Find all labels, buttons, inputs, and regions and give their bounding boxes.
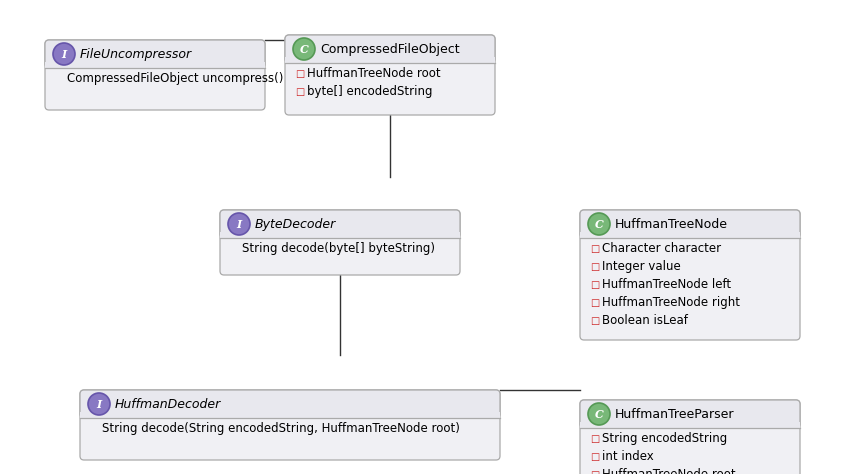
Polygon shape <box>45 62 265 68</box>
Text: □: □ <box>590 470 599 474</box>
Text: I: I <box>96 399 101 410</box>
Text: CompressedFileObject uncompress(): CompressedFileObject uncompress() <box>67 73 283 85</box>
Text: Boolean isLeaf: Boolean isLeaf <box>602 314 688 328</box>
Polygon shape <box>80 412 500 418</box>
Text: String decode(String encodedString, HuffmanTreeNode root): String decode(String encodedString, Huff… <box>102 422 460 435</box>
FancyBboxPatch shape <box>80 390 500 418</box>
Polygon shape <box>580 422 800 428</box>
Text: □: □ <box>590 298 599 308</box>
Text: HuffmanTreeNode right: HuffmanTreeNode right <box>602 296 740 310</box>
FancyBboxPatch shape <box>285 35 495 115</box>
Circle shape <box>228 213 250 235</box>
FancyBboxPatch shape <box>580 210 800 238</box>
Circle shape <box>588 213 610 235</box>
Text: □: □ <box>590 262 599 272</box>
FancyBboxPatch shape <box>220 210 460 275</box>
Text: HuffmanTreeNode root: HuffmanTreeNode root <box>602 468 735 474</box>
FancyBboxPatch shape <box>80 390 500 460</box>
Text: HuffmanTreeNode root: HuffmanTreeNode root <box>307 67 441 80</box>
Text: HuffmanTreeNode: HuffmanTreeNode <box>615 218 728 230</box>
Circle shape <box>588 403 610 425</box>
FancyBboxPatch shape <box>580 400 800 428</box>
FancyBboxPatch shape <box>580 400 800 474</box>
FancyBboxPatch shape <box>580 210 800 340</box>
Text: Integer value: Integer value <box>602 260 681 273</box>
Circle shape <box>293 38 315 60</box>
FancyBboxPatch shape <box>45 40 265 110</box>
Text: Character character: Character character <box>602 242 721 255</box>
Text: C: C <box>595 219 603 229</box>
Text: int index: int index <box>602 450 654 463</box>
Text: HuffmanTreeNode left: HuffmanTreeNode left <box>602 278 731 292</box>
Text: byte[] encodedString: byte[] encodedString <box>307 85 432 98</box>
Text: □: □ <box>590 244 599 254</box>
Text: □: □ <box>590 452 599 462</box>
FancyBboxPatch shape <box>220 210 460 238</box>
Text: C: C <box>595 409 603 419</box>
Text: String decode(byte[] byteString): String decode(byte[] byteString) <box>242 242 435 255</box>
Text: C: C <box>300 44 308 55</box>
Polygon shape <box>580 232 800 238</box>
Circle shape <box>53 43 75 65</box>
Text: □: □ <box>295 69 305 79</box>
Text: HuffmanDecoder: HuffmanDecoder <box>115 398 221 410</box>
Text: HuffmanTreeParser: HuffmanTreeParser <box>615 408 734 420</box>
Text: ByteDecoder: ByteDecoder <box>255 218 336 230</box>
FancyBboxPatch shape <box>45 40 265 68</box>
Text: FileUncompressor: FileUncompressor <box>80 47 192 61</box>
Text: I: I <box>61 48 66 60</box>
Text: String encodedString: String encodedString <box>602 432 728 445</box>
Text: I: I <box>237 219 242 229</box>
Text: □: □ <box>590 280 599 290</box>
Polygon shape <box>285 57 495 63</box>
Polygon shape <box>220 232 460 238</box>
Circle shape <box>88 393 110 415</box>
Text: □: □ <box>295 87 305 97</box>
Text: □: □ <box>590 434 599 444</box>
Text: □: □ <box>590 316 599 326</box>
Text: CompressedFileObject: CompressedFileObject <box>320 43 460 55</box>
FancyBboxPatch shape <box>285 35 495 63</box>
